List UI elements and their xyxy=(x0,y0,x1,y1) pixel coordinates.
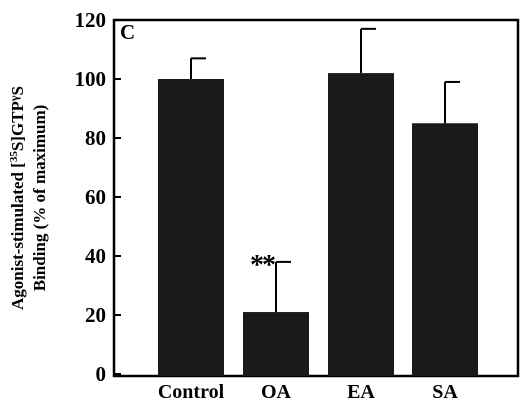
x-tick-label: SA xyxy=(432,381,458,403)
bar-sa xyxy=(412,123,478,376)
y-axis-ticks: 0 20 40 60 80 100 120 xyxy=(75,8,121,386)
y-axis-label-line2: Binding (% of maximum) xyxy=(30,105,49,292)
y-tick-label: 100 xyxy=(75,67,107,91)
bars xyxy=(158,73,478,376)
bar-oa xyxy=(243,312,309,376)
y-tick-label: 20 xyxy=(85,303,106,327)
significance-annotation: ** xyxy=(250,250,275,281)
bar-ea xyxy=(328,73,394,376)
y-axis-label: Agonist-stimulated [35S]GTPγS Binding (%… xyxy=(7,86,49,310)
y-tick-label: 60 xyxy=(85,185,106,209)
error-bars xyxy=(190,27,460,313)
x-axis-tick-labels: Control OA EA SA xyxy=(158,381,458,403)
y-tick-label: 40 xyxy=(85,244,106,268)
y-tick-label: 80 xyxy=(85,126,106,150)
x-tick-label: OA xyxy=(261,381,292,403)
y-tick-label: 0 xyxy=(96,362,107,386)
x-tick-label: Control xyxy=(158,381,225,403)
x-tick-label: EA xyxy=(347,381,375,403)
y-axis-label-line1: Agonist-stimulated [35S]GTPγS xyxy=(7,86,27,310)
panel-label: C xyxy=(120,20,135,44)
y-tick-label: 120 xyxy=(75,8,107,32)
bar-control xyxy=(158,79,224,376)
